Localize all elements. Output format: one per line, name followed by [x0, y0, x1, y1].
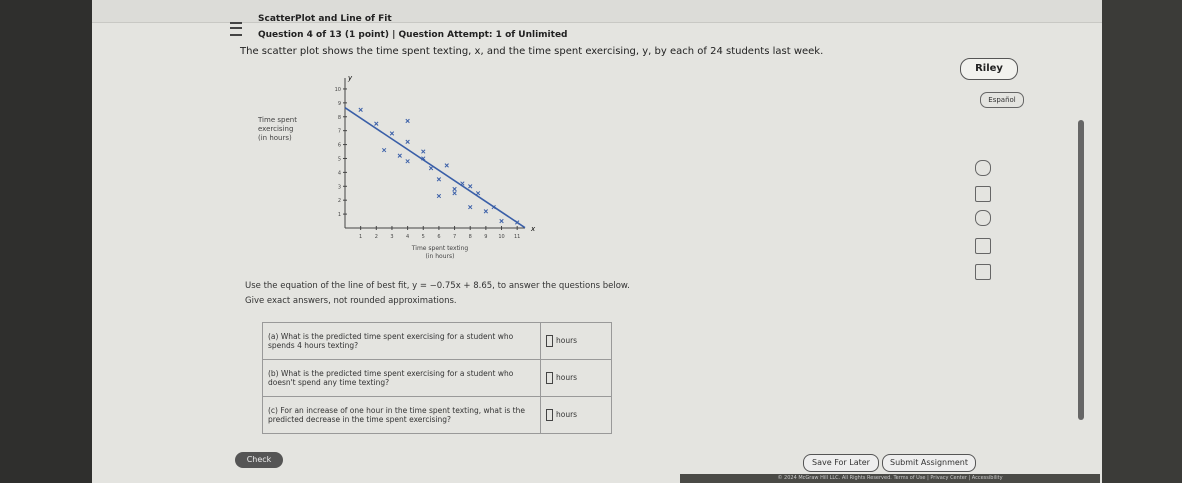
unit: hours	[556, 336, 578, 345]
x-axis-symbol: x	[530, 225, 536, 233]
y-tick-label: 10	[335, 87, 341, 93]
browser-toolbar	[92, 0, 1102, 23]
assignment-title: ScatterPlot and Line of Fit	[258, 14, 392, 24]
x-axis-label: Time spent texting	[411, 245, 469, 252]
data-point	[405, 118, 410, 124]
prompt: The scatter plot shows the time spent te…	[240, 46, 824, 57]
y-tick-label: 4	[338, 170, 341, 176]
data-point	[468, 204, 473, 210]
menu-button[interactable]	[230, 22, 242, 36]
data-point	[397, 153, 402, 158]
y-axis-label: Time spent	[257, 116, 297, 124]
answer-cell: hours	[540, 396, 612, 434]
user-menu[interactable]: Riley	[960, 58, 1018, 80]
frame-edge	[1102, 0, 1182, 483]
x-tick-label: 5	[422, 234, 425, 240]
x-tick-label: 4	[406, 234, 409, 240]
instructions: Use the equation of the line of best fit…	[245, 281, 630, 291]
unit: hours	[556, 410, 578, 419]
x-tick-label: 2	[375, 234, 378, 240]
y-tick-label: 2	[338, 198, 341, 204]
question-info: Question 4 of 13 (1 point) | Question At…	[258, 30, 568, 40]
check-button[interactable]: Check	[235, 452, 283, 468]
data-point	[381, 147, 387, 153]
message-icon[interactable]	[975, 264, 991, 280]
save-button[interactable]: Save For Later	[803, 454, 879, 472]
x-tick-label: 9	[484, 234, 487, 240]
data-point	[460, 181, 465, 186]
book-icon[interactable]	[975, 238, 991, 254]
x-tick-label: 1	[359, 234, 362, 240]
data-point	[444, 163, 449, 168]
data-point	[452, 191, 457, 196]
data-point	[358, 107, 363, 112]
y-axis-symbol: y	[347, 74, 353, 82]
data-point	[483, 209, 489, 214]
data-point	[468, 184, 473, 189]
x-tick-label: 7	[453, 234, 456, 240]
unit: hours	[556, 373, 578, 382]
data-point	[436, 193, 442, 199]
answer-cell: hours	[540, 322, 612, 360]
x-tick-label: 11	[514, 234, 520, 240]
answer-cell: hours	[540, 359, 612, 397]
y-axis-label: exercising	[258, 125, 293, 133]
calculator-icon[interactable]	[975, 186, 991, 202]
data-point	[374, 121, 379, 126]
data-point	[428, 166, 434, 171]
help-icon[interactable]	[975, 160, 991, 176]
exact-note: Give exact answers, not rounded approxim…	[245, 296, 457, 306]
questions-table: (a) What is the predicted time spent exe…	[262, 322, 612, 434]
language-button[interactable]: Español	[980, 92, 1024, 108]
x-tick-label: 3	[390, 234, 393, 240]
x-tick-label: 8	[469, 234, 472, 240]
data-point	[405, 139, 410, 144]
y-tick-label: 6	[338, 143, 341, 149]
x-axis-label: (in hours)	[426, 253, 455, 260]
data-point	[475, 191, 481, 196]
data-point	[405, 159, 410, 164]
answer-input[interactable]	[546, 372, 553, 384]
y-tick-label: 1	[338, 212, 341, 218]
y-tick-label: 7	[338, 129, 341, 135]
x-tick-label: 6	[437, 234, 440, 240]
submit-button[interactable]: Submit Assignment	[882, 454, 976, 472]
question-text: (c) For an increase of one hour in the t…	[262, 396, 541, 434]
data-point	[499, 218, 504, 224]
data-point	[389, 131, 395, 136]
answer-input[interactable]	[546, 335, 553, 347]
question-text: (b) What is the predicted time spent exe…	[262, 359, 541, 397]
footer: © 2024 McGraw Hill LLC. All Rights Reser…	[680, 474, 1100, 483]
question-row: (c) For an increase of one hour in the t…	[262, 396, 612, 434]
x-tick-label: 10	[498, 234, 504, 240]
scrollbar[interactable]	[1078, 120, 1084, 420]
link-icon[interactable]	[975, 210, 991, 226]
question-row: (a) What is the predicted time spent exe…	[262, 322, 612, 360]
y-tick-label: 3	[338, 184, 341, 190]
answer-input[interactable]	[546, 409, 553, 421]
data-point	[421, 149, 426, 154]
data-point	[421, 156, 426, 161]
y-axis-label: (in hours)	[258, 134, 292, 142]
y-tick-label: 5	[338, 156, 341, 162]
fit-line	[344, 107, 526, 229]
data-point	[515, 220, 520, 225]
question-text: (a) What is the predicted time spent exe…	[262, 322, 541, 360]
data-point	[491, 204, 496, 210]
y-tick-label: 9	[338, 101, 341, 107]
data-point	[436, 177, 442, 182]
y-tick-label: 8	[338, 115, 341, 121]
data-point	[452, 186, 457, 192]
question-row: (b) What is the predicted time spent exe…	[262, 359, 612, 397]
